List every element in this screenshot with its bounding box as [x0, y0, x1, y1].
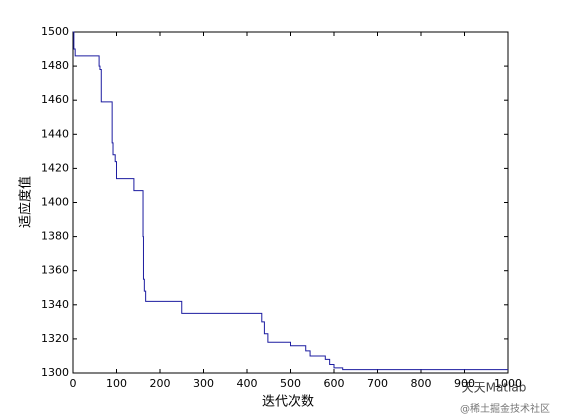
y-tick-label: 1500 [41, 25, 69, 38]
x-tick-label: 0 [70, 377, 77, 390]
watermark: @稀土掘金技术社区 [460, 402, 550, 415]
y-tick-label: 1440 [41, 127, 69, 140]
x-tick-label: 300 [193, 377, 214, 390]
x-tick-label: 400 [237, 377, 258, 390]
x-axis-label: 迭代次数 [262, 394, 314, 410]
x-tick-label: 800 [411, 377, 432, 390]
y-tick-label: 1300 [41, 366, 69, 379]
y-axis-label: 适应度值 [18, 176, 34, 228]
y-tick-label: 1400 [41, 196, 69, 209]
x-tick-label: 100 [106, 377, 127, 390]
y-tick-label: 1360 [41, 264, 69, 277]
y-tick-label: 1380 [41, 230, 69, 243]
y-tick-label: 1320 [41, 332, 69, 345]
plot-area [72, 31, 509, 374]
y-tick-label: 1420 [41, 161, 69, 174]
x-tick-label: 600 [324, 377, 345, 390]
line [73, 31, 508, 371]
watermark: 天天Matlab [462, 381, 527, 395]
x-tick-label: 200 [150, 377, 171, 390]
y-tick-label: 1480 [41, 59, 69, 72]
x-tick-label: 500 [280, 377, 301, 390]
y-tick-label: 1340 [41, 298, 69, 311]
x-tick-label: 900 [454, 377, 475, 390]
x-tick-label: 1000 [494, 377, 522, 390]
y-tick-label: 1460 [41, 93, 69, 106]
x-tick-label: 700 [367, 377, 388, 390]
